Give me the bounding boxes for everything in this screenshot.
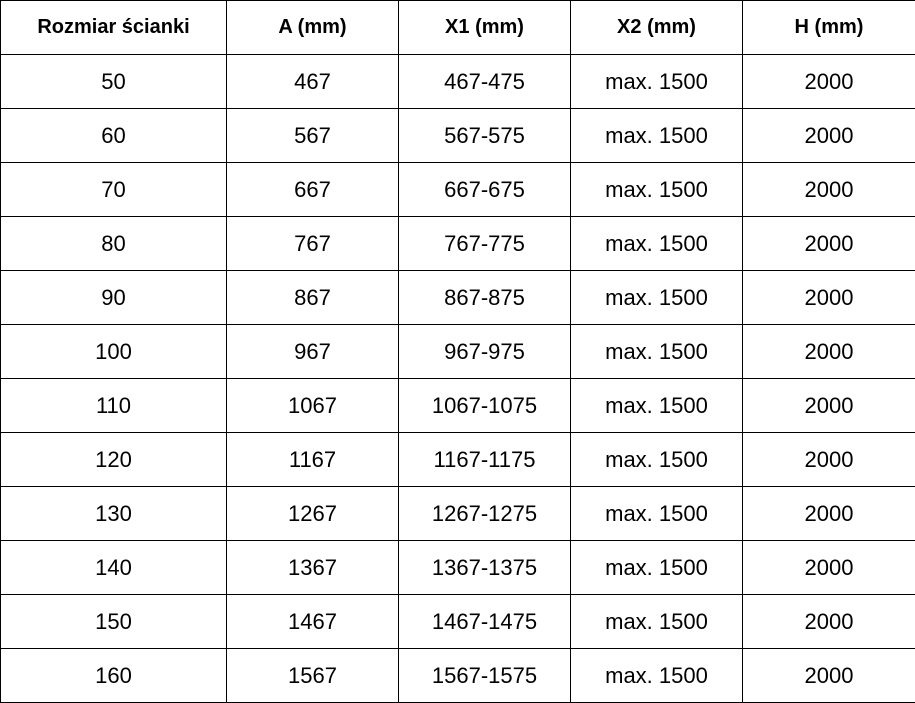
table-row: 130 1267 1267-1275 max. 1500 2000 xyxy=(0,486,915,541)
cell-size: 150 xyxy=(0,594,227,649)
cell-x1: 1567-1575 xyxy=(398,648,571,703)
header-a: A (mm) xyxy=(226,0,399,55)
cell-h: 2000 xyxy=(742,648,915,703)
cell-size: 120 xyxy=(0,432,227,487)
cell-x1: 667-675 xyxy=(398,162,571,217)
cell-h: 2000 xyxy=(742,270,915,325)
cell-x1: 767-775 xyxy=(398,216,571,271)
cell-size: 110 xyxy=(0,378,227,433)
cell-x1: 867-875 xyxy=(398,270,571,325)
cell-h: 2000 xyxy=(742,216,915,271)
cell-size: 60 xyxy=(0,108,227,163)
cell-a: 467 xyxy=(226,54,399,109)
cell-a: 1067 xyxy=(226,378,399,433)
header-row: Rozmiar ścianki A (mm) X1 (mm) X2 (mm) H… xyxy=(0,0,915,55)
cell-x1: 1367-1375 xyxy=(398,540,571,595)
cell-a: 1367 xyxy=(226,540,399,595)
cell-x2: max. 1500 xyxy=(570,648,743,703)
cell-h: 2000 xyxy=(742,594,915,649)
cell-size: 90 xyxy=(0,270,227,325)
table-row: 140 1367 1367-1375 max. 1500 2000 xyxy=(0,540,915,595)
cell-x1: 467-475 xyxy=(398,54,571,109)
cell-a: 1267 xyxy=(226,486,399,541)
cell-h: 2000 xyxy=(742,432,915,487)
cell-x1: 1267-1275 xyxy=(398,486,571,541)
table-row: 160 1567 1567-1575 max. 1500 2000 xyxy=(0,648,915,703)
cell-x1: 1167-1175 xyxy=(398,432,571,487)
cell-size: 140 xyxy=(0,540,227,595)
cell-size: 50 xyxy=(0,54,227,109)
header-h: H (mm) xyxy=(742,0,915,55)
cell-x2: max. 1500 xyxy=(570,378,743,433)
table-row: 150 1467 1467-1475 max. 1500 2000 xyxy=(0,594,915,649)
cell-a: 1467 xyxy=(226,594,399,649)
cell-a: 667 xyxy=(226,162,399,217)
table-row: 120 1167 1167-1175 max. 1500 2000 xyxy=(0,432,915,487)
header-x1: X1 (mm) xyxy=(398,0,571,55)
table-row: 70 667 667-675 max. 1500 2000 xyxy=(0,162,915,217)
table-row: 60 567 567-575 max. 1500 2000 xyxy=(0,108,915,163)
cell-a: 1567 xyxy=(226,648,399,703)
cell-a: 867 xyxy=(226,270,399,325)
table-row: 80 767 767-775 max. 1500 2000 xyxy=(0,216,915,271)
cell-x2: max. 1500 xyxy=(570,594,743,649)
cell-h: 2000 xyxy=(742,324,915,379)
cell-h: 2000 xyxy=(742,378,915,433)
cell-x2: max. 1500 xyxy=(570,54,743,109)
header-size: Rozmiar ścianki xyxy=(0,0,227,55)
cell-x2: max. 1500 xyxy=(570,432,743,487)
cell-x1: 567-575 xyxy=(398,108,571,163)
table-row: 50 467 467-475 max. 1500 2000 xyxy=(0,54,915,109)
cell-x1: 1067-1075 xyxy=(398,378,571,433)
cell-x2: max. 1500 xyxy=(570,108,743,163)
cell-a: 567 xyxy=(226,108,399,163)
table-body: 50 467 467-475 max. 1500 2000 60 567 567-575 max… xyxy=(0,54,915,703)
cell-x2: max. 1500 xyxy=(570,162,743,217)
table-row: 110 1067 1067-1075 max. 1500 2000 xyxy=(0,378,915,433)
cell-size: 100 xyxy=(0,324,227,379)
cell-x2: max. 1500 xyxy=(570,270,743,325)
cell-size: 130 xyxy=(0,486,227,541)
cell-a: 1167 xyxy=(226,432,399,487)
cell-size: 80 xyxy=(0,216,227,271)
cell-size: 70 xyxy=(0,162,227,217)
cell-h: 2000 xyxy=(742,54,915,109)
cell-h: 2000 xyxy=(742,540,915,595)
cell-x2: max. 1500 xyxy=(570,486,743,541)
cell-size: 160 xyxy=(0,648,227,703)
cell-x1: 967-975 xyxy=(398,324,571,379)
cell-h: 2000 xyxy=(742,486,915,541)
header-x2: X2 (mm) xyxy=(570,0,743,55)
cell-x1: 1467-1475 xyxy=(398,594,571,649)
cell-a: 767 xyxy=(226,216,399,271)
cell-a: 967 xyxy=(226,324,399,379)
cell-h: 2000 xyxy=(742,108,915,163)
cell-x2: max. 1500 xyxy=(570,216,743,271)
cell-x2: max. 1500 xyxy=(570,324,743,379)
cell-x2: max. 1500 xyxy=(570,540,743,595)
table-row: 90 867 867-875 max. 1500 2000 xyxy=(0,270,915,325)
table-row: 100 967 967-975 max. 1500 2000 xyxy=(0,324,915,379)
cell-h: 2000 xyxy=(742,162,915,217)
